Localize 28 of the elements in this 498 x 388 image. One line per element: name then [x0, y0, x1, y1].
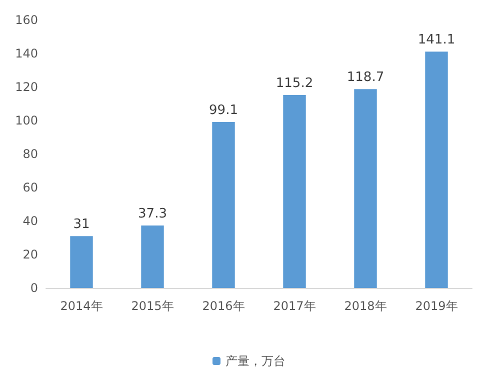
x-tick-label: 2017年: [273, 299, 316, 313]
x-tick-label: 2015年: [131, 299, 174, 313]
y-tick-label: 40: [22, 214, 38, 228]
bar: [70, 236, 93, 288]
y-tick-label: 20: [22, 248, 38, 262]
bar: [354, 89, 377, 288]
bar: [425, 52, 448, 288]
y-tick-label: 160: [15, 13, 38, 27]
x-tick-label: 2016年: [202, 299, 245, 313]
y-tick-label: 120: [15, 80, 38, 94]
data-label: 31: [73, 217, 90, 232]
bar: [283, 95, 306, 288]
bar: [212, 122, 235, 288]
data-label: 141.1: [418, 32, 456, 48]
data-label: 115.2: [276, 76, 314, 92]
x-tick-label: 2014年: [60, 299, 103, 313]
data-label: 37.3: [138, 206, 167, 222]
x-tick-label: 2019年: [415, 299, 458, 313]
data-label: 99.1: [209, 103, 238, 118]
y-tick-label: 100: [15, 114, 38, 128]
y-tick-label: 140: [15, 46, 38, 60]
legend-label: 产量，万台: [226, 354, 286, 368]
y-tick-label: 60: [22, 180, 38, 194]
x-tick-label: 2018年: [344, 299, 387, 313]
y-tick-label: 80: [22, 147, 38, 161]
bar: [141, 226, 164, 288]
data-label: 118.7: [346, 70, 384, 86]
y-tick-label: 0: [30, 281, 38, 295]
